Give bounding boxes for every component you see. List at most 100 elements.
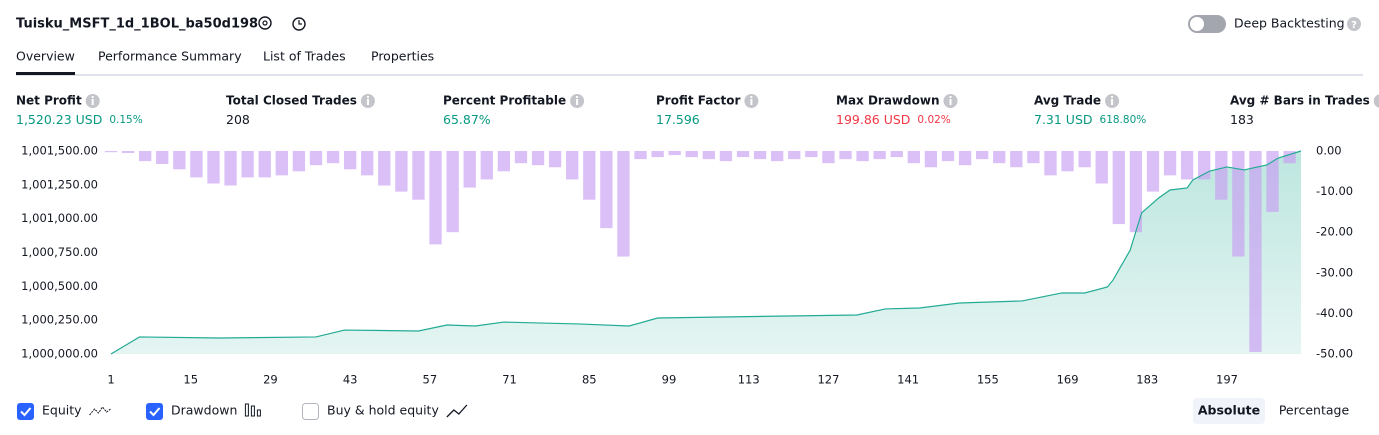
- info-dot: [750, 96, 753, 98]
- info-glyph: [91, 99, 94, 105]
- metric-label: Max Drawdown: [836, 94, 939, 108]
- drawdown-bar: [1146, 151, 1160, 192]
- drawdown-bar: [856, 151, 869, 162]
- legend-icon: [89, 406, 111, 416]
- drawdown-bar: [1180, 151, 1194, 180]
- drawdown-bar: [702, 151, 715, 160]
- drawdown-bar: [993, 151, 1006, 164]
- info-icon[interactable]: [1373, 94, 1379, 108]
- drawdown-bar: [292, 151, 306, 172]
- drawdown-bar: [651, 151, 664, 158]
- info-dot: [1111, 96, 1114, 98]
- info-icon[interactable]: [570, 94, 585, 108]
- metric-value-text: 7.31 USD: [1034, 112, 1093, 127]
- legend-icon: [446, 404, 468, 418]
- checkmark: [149, 407, 161, 417]
- info-icon[interactable]: [943, 94, 958, 108]
- active-tab-underline: [16, 72, 75, 75]
- drawdown-bar: [822, 151, 835, 164]
- metric-extra: 0.15%: [109, 114, 142, 126]
- x-tick-label: 197: [1216, 373, 1238, 387]
- metric-value-text: 17.596: [656, 112, 700, 127]
- x-tick-label: 155: [977, 373, 999, 387]
- drawdown-bar: [104, 151, 118, 153]
- drawdown-bar: [548, 151, 562, 168]
- tab[interactable]: Properties: [371, 49, 434, 64]
- metric-value: 7.31 USD 618.80%: [1034, 112, 1146, 127]
- drawdown-bar: [1249, 151, 1262, 352]
- alert-icon[interactable]: [292, 17, 306, 31]
- x-tick-label: 99: [662, 373, 677, 387]
- drawdown-bar: [173, 151, 186, 170]
- buy-hold-checkbox[interactable]: [302, 403, 319, 420]
- x-tick-label: 113: [738, 373, 760, 387]
- drawdown-bar: [1078, 151, 1091, 168]
- info-icon[interactable]: [1105, 94, 1120, 108]
- info-glyph: [750, 99, 753, 105]
- drawdown-bar: [139, 151, 152, 162]
- drawdown-bar: [958, 151, 972, 166]
- button[interactable]: Absolute: [1198, 403, 1260, 418]
- tab[interactable]: List of Trades: [263, 49, 346, 64]
- drawdown-bar: [480, 151, 493, 180]
- y2-tick-label: -40.00: [1316, 306, 1353, 320]
- drawdown-bar: [1198, 151, 1211, 180]
- metric-value-text: 65.87%: [443, 112, 491, 127]
- info-icon[interactable]: [744, 94, 759, 108]
- drawdown-bar: [1215, 151, 1228, 200]
- info-dot: [576, 96, 579, 98]
- drawdown-bar: [788, 151, 801, 160]
- deep-backtesting-toggle[interactable]: [1188, 15, 1226, 33]
- x-tick-label: 85: [582, 373, 597, 387]
- metric-value-text: 183: [1230, 112, 1254, 127]
- drawdown-bar: [531, 151, 545, 166]
- x-tick-label: 183: [1136, 373, 1158, 387]
- checkbox-empty: [302, 403, 319, 420]
- info-icon[interactable]: [85, 94, 100, 108]
- metric-extra: 618.80%: [1100, 114, 1147, 126]
- drawdown-bar: [207, 151, 220, 184]
- y-tick-label: 1,001,500.00: [21, 144, 98, 158]
- info-dot: [949, 96, 952, 98]
- drawdown-bar: [514, 151, 528, 164]
- drawdown-bar: [258, 151, 271, 178]
- info-icon[interactable]: [360, 94, 375, 108]
- metric-value: 17.596: [656, 112, 700, 127]
- drawdown-bar: [583, 151, 596, 200]
- settings-icon[interactable]: [258, 16, 272, 30]
- deep-backtesting-label: Deep Backtesting: [1234, 16, 1345, 31]
- drawdown-bar: [343, 151, 357, 170]
- x-tick-label: 43: [343, 373, 358, 387]
- info-circle: [1373, 94, 1379, 108]
- tab[interactable]: Performance Summary: [98, 49, 242, 64]
- legend-checkbox[interactable]: [146, 403, 163, 420]
- help-icon[interactable]: ?: [1347, 17, 1361, 31]
- drawdown-bar: [412, 151, 425, 200]
- x-tick-label: 141: [897, 373, 919, 387]
- x-tick-label: 127: [817, 373, 839, 387]
- legend-checkbox[interactable]: [17, 403, 34, 420]
- drawdown-bar: [1044, 151, 1057, 176]
- button[interactable]: Percentage: [1279, 403, 1350, 418]
- x-tick-label: 1: [107, 373, 114, 387]
- equity-area: [111, 151, 1301, 354]
- drawdown-bar: [890, 151, 903, 158]
- drawdown-bar: [395, 151, 408, 192]
- legend-label: Drawdown: [171, 403, 237, 418]
- drawdown-bar: [839, 151, 852, 160]
- equity-line: [110, 150, 1302, 355]
- checkmark: [20, 407, 32, 417]
- y2-tick-label: -30.00: [1316, 265, 1353, 279]
- tab[interactable]: Overview: [16, 49, 75, 64]
- metric-value: 65.87%: [443, 112, 491, 127]
- drawdown-bar: [309, 151, 323, 166]
- drawdown-bar: [241, 151, 254, 178]
- metric-value-text: 208: [226, 112, 250, 127]
- drawdown-bar: [975, 151, 989, 160]
- info-dot: [91, 96, 94, 98]
- metric-value: 1,520.23 USD 0.15%: [16, 112, 143, 127]
- drawdown-bar: [446, 151, 459, 233]
- metric-extra: 0.02%: [917, 114, 950, 126]
- metric-value: 199.86 USD 0.02%: [836, 112, 951, 127]
